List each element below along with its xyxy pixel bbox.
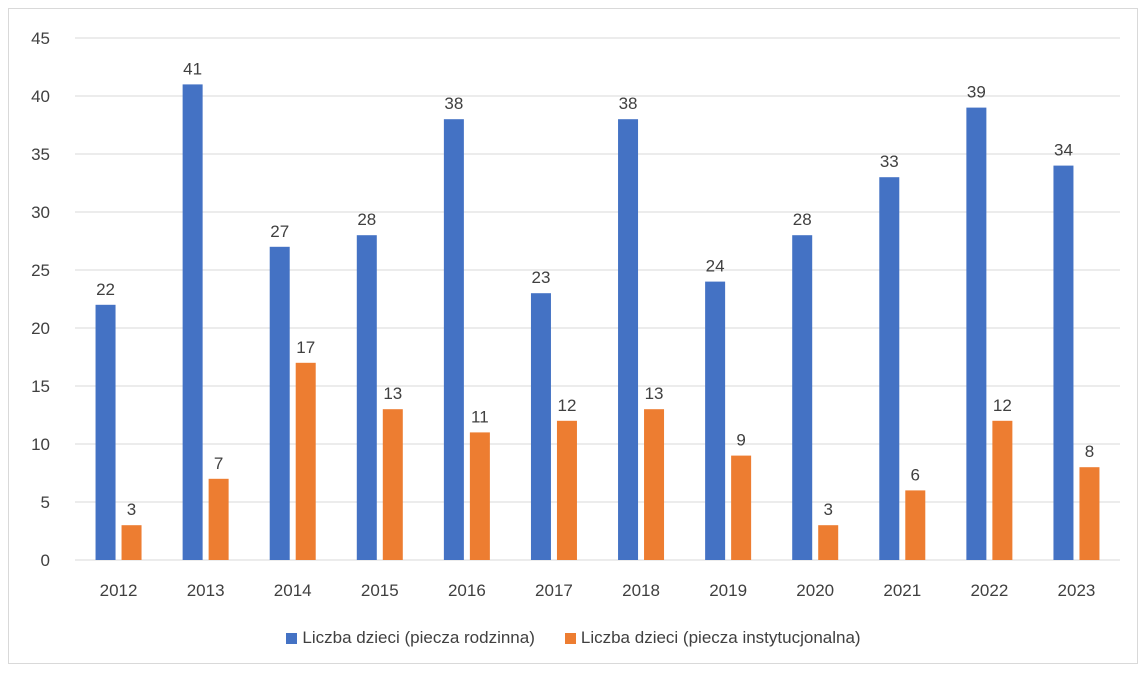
x-category-label-2017: 2017 [535,581,573,600]
data-label-s0-2014: 27 [270,222,289,241]
bar-s0-2021 [879,177,900,560]
x-category-label-2016: 2016 [448,581,486,600]
x-category-label-2021: 2021 [883,581,921,600]
x-category-label-2013: 2013 [187,581,225,600]
x-category-label-2023: 2023 [1058,581,1096,600]
bar-s0-2017 [530,293,551,560]
data-label-s1-2022: 12 [993,396,1012,415]
bar-s0-2022 [966,107,987,560]
data-labels: 2234172717281338112312381324928333639123… [96,59,1094,519]
bar-s0-2019 [705,281,726,560]
y-tick-label-35: 35 [31,145,50,164]
legend-swatch-rodzinna [286,632,298,644]
bar-s1-2020 [818,525,839,560]
bars [95,84,1100,561]
x-category-label-2019: 2019 [709,581,747,600]
bar-s0-2018 [618,119,639,560]
y-tick-label-10: 10 [31,435,50,454]
bar-s1-2018 [644,409,665,560]
bar-s0-2012 [95,304,116,560]
bar-s0-2015 [356,235,377,560]
data-label-s1-2013: 7 [214,454,223,473]
data-label-s0-2017: 23 [531,268,550,287]
y-tick-label-15: 15 [31,377,50,396]
bar-s0-2020 [792,235,813,560]
legend-label-rodzinna: Liczba dzieci (piecza rodzinna) [302,628,535,647]
y-tick-label-40: 40 [31,87,50,106]
x-category-label-2020: 2020 [796,581,834,600]
x-category-label-2015: 2015 [361,581,399,600]
data-label-s1-2023: 8 [1085,442,1094,461]
gridlines [75,37,1120,561]
data-label-s1-2020: 3 [823,500,832,519]
bar-s0-2014 [269,246,290,561]
bar-s0-2016 [443,119,464,560]
x-category-label-2022: 2022 [970,581,1008,600]
bar-s1-2021 [905,490,926,560]
data-label-s0-2022: 39 [967,83,986,102]
data-label-s1-2017: 12 [557,396,576,415]
y-tick-label-30: 30 [31,203,50,222]
bar-s0-2023 [1053,165,1074,560]
x-category-label-2014: 2014 [274,581,312,600]
y-tick-label-5: 5 [41,493,50,512]
x-axis-categories: 2012 2013 2014 2015 2016 2017 2018 2019 2020 2021… [100,581,1096,600]
legend-swatch-instytucjonalna [564,632,576,644]
data-label-s1-2019: 9 [736,431,745,450]
data-label-s1-2021: 6 [911,465,920,484]
x-category-label-2012: 2012 [100,581,138,600]
bar-s1-2016 [469,432,490,560]
data-label-s0-2019: 24 [706,257,725,276]
y-axis-ticks: 0 5 10 15 20 25 30 35 40 45 [31,29,50,570]
legend: Liczba dzieci (piecza rodzinna) Liczba d… [0,628,1147,648]
data-label-s0-2020: 28 [793,210,812,229]
legend-item-instytucjonalna: Liczba dzieci (piecza instytucjonalna) [564,628,861,648]
bar-s1-2017 [556,420,577,560]
data-label-s1-2012: 3 [127,500,136,519]
data-label-s1-2018: 13 [645,384,664,403]
bar-s1-2013 [208,478,229,560]
y-tick-label-25: 25 [31,261,50,280]
bar-s1-2015 [382,409,403,560]
data-label-s0-2016: 38 [444,94,463,113]
data-label-s0-2018: 38 [619,94,638,113]
data-label-s1-2015: 13 [383,384,402,403]
legend-item-rodzinna: Liczba dzieci (piecza rodzinna) [286,628,535,648]
data-label-s1-2016: 11 [471,407,489,426]
data-label-s0-2021: 33 [880,152,899,171]
bar-s1-2012 [121,525,142,560]
data-label-s0-2023: 34 [1054,141,1073,160]
bar-s1-2023 [1079,467,1100,560]
y-tick-label-20: 20 [31,319,50,338]
data-label-s0-2015: 28 [357,210,376,229]
bar-s1-2014 [295,362,316,560]
bar-s1-2022 [992,420,1013,560]
bar-s0-2013 [182,84,203,561]
data-label-s0-2012: 22 [96,280,115,299]
data-label-s0-2013: 41 [183,59,202,78]
data-label-s1-2014: 17 [296,338,315,357]
bar-s1-2019 [731,455,752,560]
y-tick-label-45: 45 [31,29,50,48]
legend-label-instytucjonalna: Liczba dzieci (piecza instytucjonalna) [580,628,861,647]
y-tick-label-0: 0 [41,551,50,570]
x-category-label-2018: 2018 [622,581,660,600]
